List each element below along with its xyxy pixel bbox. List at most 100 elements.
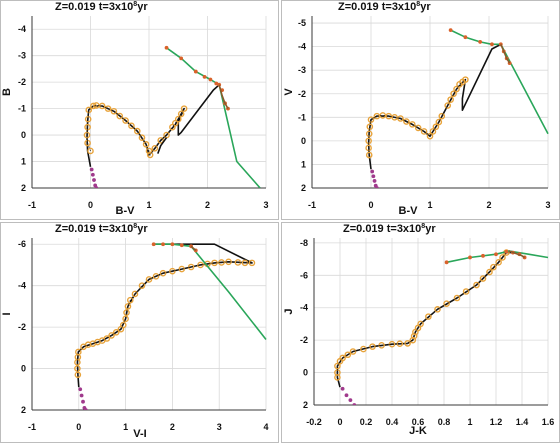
data-point	[426, 132, 434, 140]
data-point	[131, 290, 139, 298]
data-point	[495, 259, 502, 266]
data-point	[408, 121, 416, 128]
series-1	[89, 167, 99, 188]
x-axis-label: B-V	[116, 205, 136, 217]
data-point	[78, 387, 83, 392]
data-point	[142, 141, 150, 148]
series-line	[218, 84, 261, 188]
data-point	[138, 134, 146, 142]
data-point	[187, 263, 195, 271]
data-point	[177, 110, 185, 118]
series-3	[334, 249, 510, 381]
chart-title: Z=0.019 t=3x108yr	[55, 1, 148, 13]
data-point	[145, 147, 153, 155]
data-point	[159, 269, 167, 277]
y-tick-label: 1	[21, 157, 26, 167]
series-line	[446, 250, 549, 264]
data-point	[473, 281, 480, 289]
y-tick-label: 2	[303, 400, 308, 410]
data-point	[340, 386, 345, 391]
series-1	[340, 386, 357, 405]
x-tick-label: 1	[467, 417, 472, 427]
data-point	[443, 300, 450, 307]
y-tick-label: 0	[303, 368, 308, 378]
x-tick-label: 1	[146, 200, 151, 210]
x-tick-label: 2	[205, 200, 210, 210]
y-tick-label: 0	[21, 364, 26, 374]
data-point	[179, 56, 184, 61]
data-point	[344, 351, 352, 359]
series-1	[78, 387, 88, 410]
data-point	[444, 260, 449, 265]
series-6	[508, 250, 526, 259]
y-tick-label: 2	[21, 405, 26, 415]
data-point	[94, 186, 99, 188]
x-tick-label: 0	[337, 417, 342, 427]
y-tick-label: -2	[298, 89, 306, 99]
x-tick-label: 3	[263, 200, 268, 210]
chart-panel-2: -1 0 1 2 3 -5 -4 -3 -2 -1 0 1 2 B-V V Z=0.019 t=3x108yr	[281, 0, 560, 220]
data-point	[375, 186, 379, 188]
y-tick-label: -2	[18, 77, 26, 87]
plot-area	[74, 242, 267, 410]
series-2	[336, 250, 517, 388]
data-point	[490, 42, 494, 47]
y-tick-label: 1	[301, 159, 306, 169]
data-point	[494, 252, 498, 257]
data-point	[75, 348, 82, 356]
data-point	[87, 147, 94, 155]
series-line	[190, 245, 197, 252]
data-point	[146, 151, 154, 159]
y-tick-label: 2	[301, 183, 306, 193]
series-3	[83, 102, 188, 159]
data-point	[372, 179, 377, 183]
x-tick-label: 2	[170, 422, 175, 432]
data-point	[447, 96, 454, 103]
y-tick-label: -3	[18, 51, 26, 61]
series-6	[151, 242, 198, 253]
data-point	[348, 398, 353, 403]
series-track	[368, 79, 466, 156]
y-axis-label: I	[1, 312, 13, 315]
y-tick-label: -4	[300, 303, 308, 313]
data-point	[145, 276, 153, 283]
series-line	[508, 250, 526, 259]
data-point	[478, 40, 483, 44]
y-tick-label: -4	[18, 281, 26, 291]
data-point	[178, 265, 186, 273]
chart-title: Z=0.019 t=3x108yr	[338, 1, 431, 13]
series-4	[446, 250, 549, 264]
data-point	[403, 118, 410, 125]
data-point	[463, 35, 468, 40]
data-point	[83, 131, 91, 139]
x-tick-label: 1	[427, 200, 432, 210]
series-line	[190, 245, 267, 340]
y-tick-label: -5	[298, 18, 306, 28]
panel-frame	[0, 222, 279, 443]
data-point	[108, 332, 115, 339]
data-point	[453, 85, 460, 93]
x-tick-label: 0	[88, 200, 93, 210]
data-point	[122, 117, 129, 124]
data-point	[432, 123, 440, 131]
y-tick-label: -1	[298, 112, 306, 122]
data-point	[425, 313, 432, 320]
x-tick-label: 0.2	[360, 417, 373, 427]
series-7	[500, 43, 511, 64]
data-point	[352, 403, 357, 405]
data-point	[391, 114, 398, 121]
y-tick-label: 0	[21, 130, 26, 140]
data-point	[161, 242, 165, 247]
data-point	[486, 268, 493, 276]
data-point	[169, 267, 176, 275]
series-8	[218, 84, 229, 109]
data-point	[74, 371, 82, 379]
panel-frame	[0, 0, 279, 220]
data-point	[434, 306, 441, 313]
data-point	[462, 76, 469, 83]
series-1	[370, 169, 379, 188]
data-point	[438, 112, 446, 120]
series-line	[157, 137, 168, 154]
data-point	[83, 408, 88, 410]
data-point	[504, 249, 509, 254]
